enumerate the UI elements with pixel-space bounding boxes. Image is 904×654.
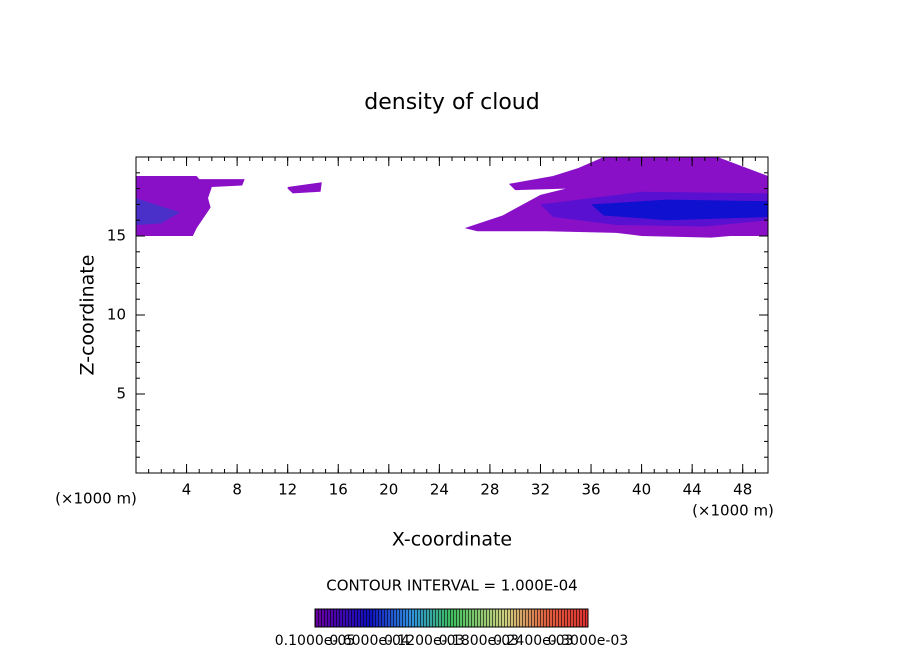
contour-region: [287, 182, 322, 194]
colorbar-label: 0.1800e-03: [439, 633, 519, 649]
x-tick-label: 32: [531, 481, 550, 499]
x-tick-label: 44: [683, 481, 702, 499]
x-tick-label: 40: [632, 481, 651, 499]
x-tick-label: 20: [379, 481, 398, 499]
colorbar-label: 0.1200e-03: [384, 633, 464, 649]
x-tick-label: 12: [278, 481, 297, 499]
y-tick-label: 5: [116, 385, 126, 403]
y-unit: (×1000 m): [55, 490, 137, 508]
y-axis-title: Z-coordinate: [77, 255, 99, 376]
x-tick-label: 48: [733, 481, 752, 499]
x-tick-label: 24: [430, 481, 449, 499]
x-tick-label: 16: [329, 481, 348, 499]
colorbar-label: 0.6000e-04: [329, 633, 410, 649]
colorbar-label: 0.1000e-05: [275, 633, 355, 649]
chart-title: density of cloud: [364, 90, 539, 115]
y-tick-label: 15: [107, 227, 126, 245]
x-tick-label: 28: [480, 481, 499, 499]
colorbar-label: 0.2400e-03: [493, 633, 573, 649]
x-tick-label: 4: [182, 481, 192, 499]
colorbar-frame: [314, 608, 589, 628]
contour-region: [591, 199, 768, 221]
contour-interval: CONTOUR INTERVAL = 1.000E-04: [326, 577, 577, 595]
y-tick-label: 10: [107, 306, 126, 324]
colorbar-label: 0.3000e-03: [548, 633, 628, 649]
x-tick-label: 8: [232, 481, 242, 499]
contour-region: [136, 198, 181, 225]
x-tick-label: 36: [581, 481, 600, 499]
x-axis-title: X-coordinate: [392, 529, 512, 551]
x-unit: (×1000 m): [692, 502, 774, 520]
